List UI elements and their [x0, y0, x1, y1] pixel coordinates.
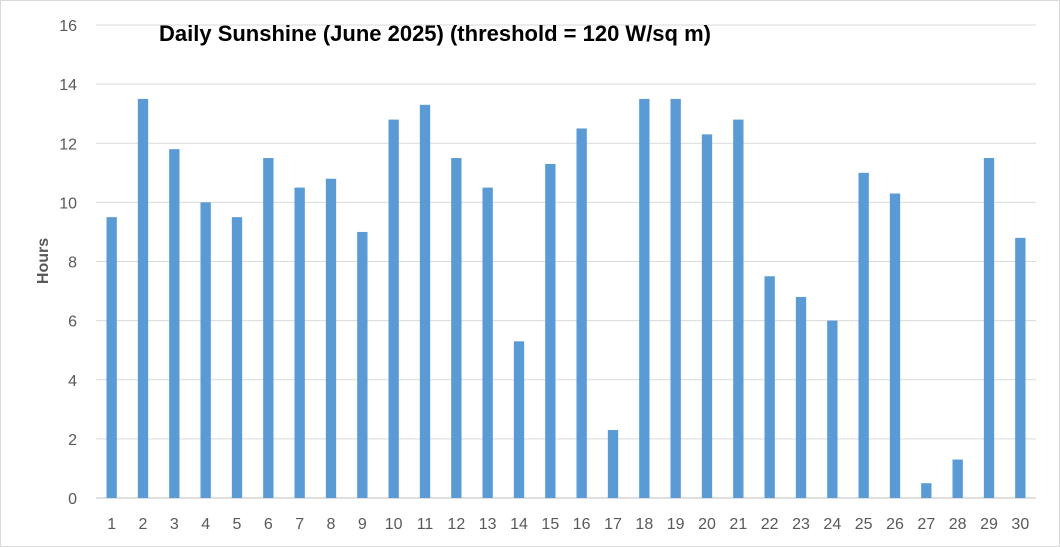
- y-axis-title: Hours: [35, 238, 52, 284]
- x-tick-label: 18: [635, 516, 653, 533]
- bar: [357, 231, 368, 498]
- bar: [388, 119, 399, 498]
- bar: [231, 217, 243, 498]
- bar: [451, 158, 462, 498]
- bar: [106, 217, 117, 498]
- x-tick-label: 28: [949, 516, 967, 533]
- chart-title: Daily Sunshine (June 2025) (threshold = …: [159, 21, 711, 46]
- bar: [200, 202, 211, 498]
- gridlines: [96, 24, 1036, 499]
- bar: [169, 149, 180, 498]
- bar: [419, 104, 431, 498]
- bar: [545, 163, 556, 498]
- x-tick-label: 12: [447, 516, 465, 533]
- x-tick-label: 10: [385, 516, 403, 533]
- bar: [137, 98, 149, 498]
- x-tick-label: 26: [886, 516, 904, 533]
- bar: [764, 276, 775, 498]
- x-tick-label: 19: [667, 516, 685, 533]
- x-tick-label: 15: [541, 516, 559, 533]
- bar: [513, 341, 525, 498]
- x-tick-labels: 1 2 3 4 5 6 7 8 9 10 11 12 13 14 15 16 17 18 19 20 21 22 23 24 2…: [107, 516, 1029, 533]
- x-tick-label: 22: [761, 516, 779, 533]
- bar: [827, 320, 838, 498]
- bar: [294, 187, 305, 498]
- x-tick-label: 25: [855, 516, 873, 533]
- y-tick-label: 2: [68, 432, 77, 449]
- x-tick-label: 27: [917, 516, 935, 533]
- y-tick-label: 6: [68, 314, 77, 331]
- bar: [889, 193, 901, 498]
- x-tick-label: 29: [980, 516, 998, 533]
- y-tick-label: 14: [59, 77, 77, 94]
- x-tick-label: 3: [170, 516, 179, 533]
- x-tick-label: 24: [823, 516, 841, 533]
- bar: [576, 128, 587, 498]
- bar: [952, 459, 963, 498]
- x-tick-label: 2: [139, 516, 148, 533]
- bar: [858, 172, 869, 498]
- x-tick-label: 5: [233, 516, 242, 533]
- bar: [983, 158, 995, 498]
- bar: [639, 98, 650, 498]
- x-tick-label: 13: [479, 516, 497, 533]
- y-tick-labels: 0 2 4 6 8 10 12 14 16: [59, 18, 77, 508]
- x-tick-label: 16: [573, 516, 591, 533]
- bar: [607, 430, 619, 498]
- y-tick-label: 10: [59, 195, 77, 212]
- x-tick-label: 17: [604, 516, 622, 533]
- x-tick-label: 30: [1011, 516, 1029, 533]
- bar: [921, 483, 932, 498]
- y-tick-label: 16: [59, 18, 77, 35]
- x-tick-label: 14: [510, 516, 528, 533]
- y-tick-label: 0: [68, 491, 77, 508]
- x-tick-label: 1: [107, 516, 116, 533]
- y-tick-label: 4: [68, 373, 77, 390]
- y-tick-label: 12: [59, 136, 77, 153]
- bar: [1015, 237, 1026, 498]
- x-tick-label: 8: [327, 516, 336, 533]
- x-tick-label: 11: [417, 516, 434, 533]
- bar: [733, 119, 744, 498]
- x-tick-label: 4: [201, 516, 210, 533]
- bar: [670, 98, 681, 498]
- x-tick-label: 6: [264, 516, 273, 533]
- x-tick-label: 9: [358, 516, 367, 533]
- bars: [106, 98, 1026, 498]
- bar: [795, 296, 807, 498]
- x-tick-label: 20: [698, 516, 716, 533]
- x-tick-label: 7: [295, 516, 304, 533]
- x-tick-label: 23: [792, 516, 810, 533]
- bar: [701, 134, 713, 498]
- bar: [325, 178, 337, 498]
- y-tick-label: 8: [68, 255, 77, 272]
- bar: [482, 187, 493, 498]
- x-tick-label: 21: [729, 516, 747, 533]
- bar: [263, 158, 274, 498]
